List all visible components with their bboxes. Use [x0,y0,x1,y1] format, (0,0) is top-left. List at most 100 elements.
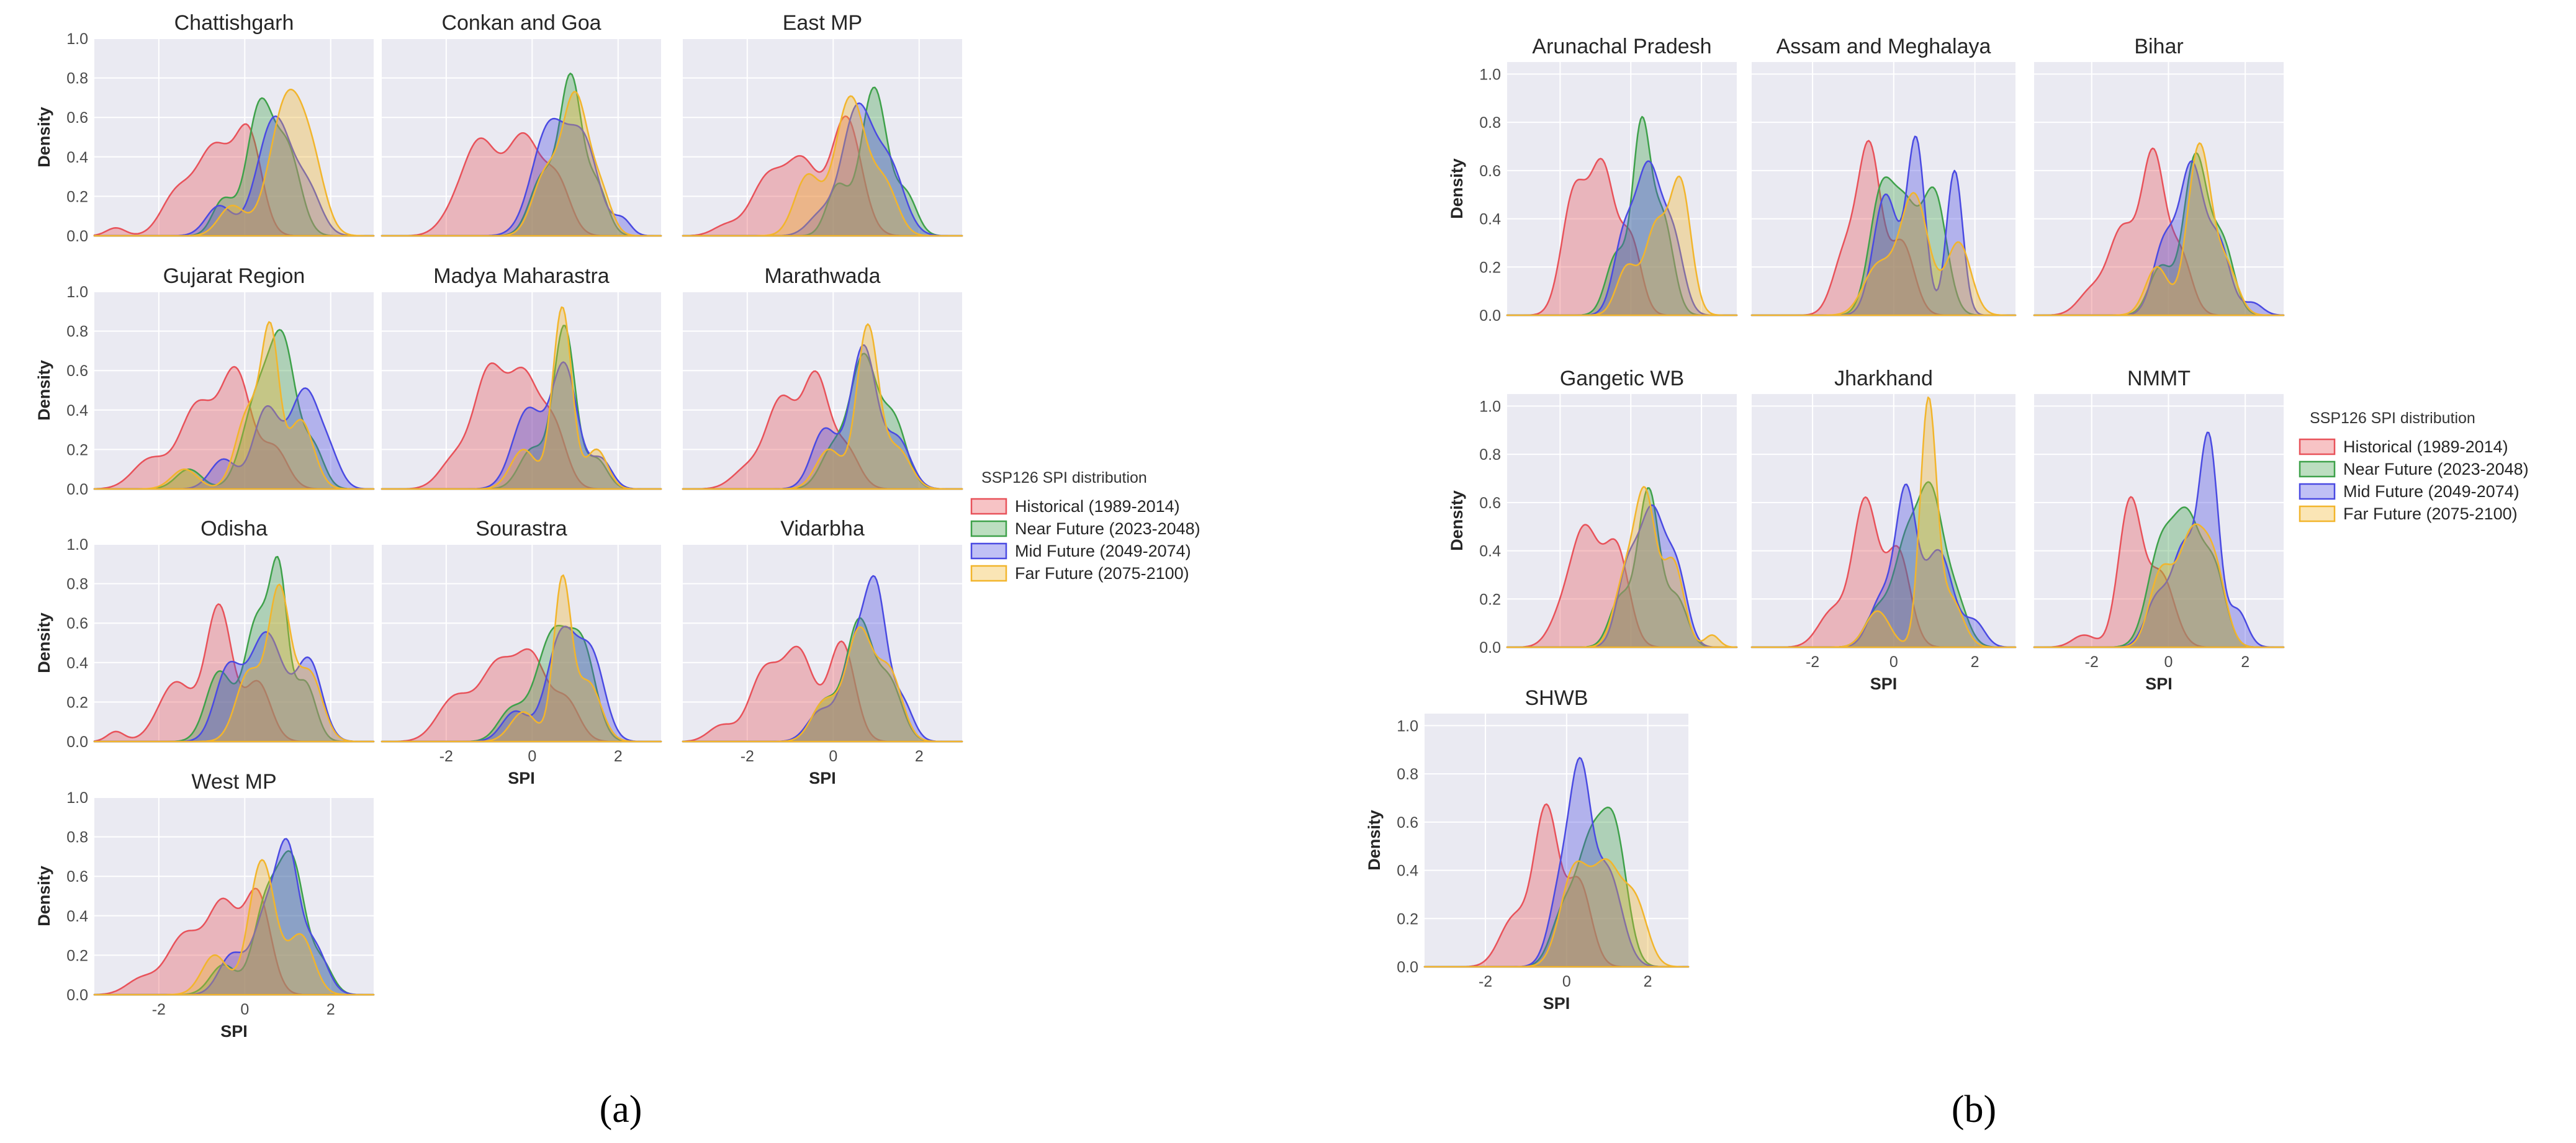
y-tick-label: 1.0 [66,284,88,301]
x-tick-label: 0 [528,748,536,765]
legend-swatch-mid-future-2049-2074 [970,542,1007,560]
y-tick-label: 0.2 [66,441,88,459]
y-tick-label: 0.2 [66,188,88,205]
panel-title: West MP [191,770,276,794]
y-tick-label: 0.8 [66,323,88,341]
y-tick-label: 0.2 [1397,910,1418,928]
x-tick-label: 2 [915,748,924,765]
density-area-far-future-2075-2100 [381,574,662,743]
y-tick-label: 0.8 [1397,766,1418,783]
y-tick-label: 0.2 [66,694,88,711]
panel-title: NMMT [2127,367,2191,390]
density-area-far-future-2075-2100 [1750,192,2017,316]
y-tick-label: 0.6 [66,109,88,127]
panel-gujarat-region: Gujarat Region 0.0 0.2 0.4 0.6 0.8 1.0 Density [35,264,375,498]
legend-swatch-near-future-2023-2048 [970,520,1007,537]
legend-label: Historical (1989-2014) [2343,437,2508,456]
y-tick-label: 0.0 [66,733,88,751]
x-axis-label: SPI [508,769,535,787]
density-area-far-future-2075-2100 [93,859,375,996]
legend-label: Historical (1989-2014) [1015,497,1180,516]
density-area-far-future-2075-2100 [93,583,375,743]
y-tick-label: 0.4 [66,655,88,672]
plot-background [94,292,374,489]
density-area-far-future-2075-2100 [682,626,963,743]
panel-vidarbha: Vidarbha -2 0 2 SPI [682,517,963,787]
density-area-far-future-2075-2100 [381,306,662,490]
x-tick-label: -2 [741,748,754,765]
legend-b: SSP126 SPI distribution Historical (1989-… [2299,410,2529,523]
x-tick-label: 2 [1644,973,1652,990]
y-axis-label: Density [35,360,53,421]
density-area-far-future-2075-2100 [1506,486,1738,648]
legend-title: SSP126 SPI distribution [2310,410,2475,427]
x-axis-label: SPI [220,1022,248,1041]
panel-title: Assam and Meghalaya [1777,35,1991,58]
panel-title: East MP [783,11,862,35]
panel-title: Bihar [2134,35,2183,58]
y-tick-label: 1.0 [1397,717,1418,735]
y-axis-label: Density [1365,810,1384,871]
y-tick-label: 0.0 [66,228,88,245]
x-axis-label: SPI [1870,675,1898,693]
y-tick-label: 0.2 [1479,591,1501,608]
y-tick-label: 0.4 [1397,863,1418,880]
panel-title: Marathwada [764,264,880,288]
y-tick-label: 0.4 [66,402,88,419]
panel-title: Gujarat Region [163,264,305,288]
panel-bihar: Bihar [2033,35,2285,316]
y-tick-label: 0.8 [66,70,88,87]
plot-background [382,38,661,236]
panel-title: Arunachal Pradesh [1532,35,1711,58]
legend-a: SSP126 SPI distribution Historical (1989-… [970,469,1200,583]
x-tick-label: 0 [2164,653,2173,671]
plot-background [2034,62,2284,315]
y-tick-label: 0.8 [66,829,88,846]
density-area-far-future-2075-2100 [93,88,375,237]
x-axis-label: SPI [809,769,836,787]
x-axis-label: SPI [1543,994,1570,1013]
legend-label: Far Future (2075-2100) [2343,504,2518,523]
y-axis-label: Density [35,107,53,168]
caption-b: (b) [1952,1088,1996,1131]
panel-jharkhand: Jharkhand -2 0 2 SPI [1750,367,2017,693]
x-tick-label: 2 [2241,653,2249,671]
panel-east-mp: East MP [682,11,963,237]
y-axis-label: Density [1448,158,1466,219]
y-axis-label: Density [35,612,53,673]
legend-label: Mid Future (2049-2074) [1015,542,1191,560]
y-tick-label: 0.4 [1479,211,1501,228]
density-area-far-future-2075-2100 [682,95,963,237]
density-area-far-future-2075-2100 [682,323,963,490]
y-tick-label: 0.6 [1479,163,1501,180]
legend-swatch-far-future-2075-2100 [2299,505,2336,522]
x-tick-label: 0 [1562,973,1571,990]
panel-title: Vidarbha [780,517,865,540]
x-tick-label: 2 [1971,653,1979,671]
plot-background [382,292,661,489]
x-tick-label: -2 [1806,653,1819,671]
y-tick-label: 0.0 [66,481,88,498]
y-tick-label: 0.4 [66,149,88,166]
density-area-far-future-2075-2100 [1423,858,1690,968]
x-tick-label: 2 [614,748,623,765]
panel-marathwada: Marathwada [682,264,963,490]
legend-swatch-historical-1989-2014 [970,498,1007,515]
panel-conkan-and-goa: Conkan and Goa [381,11,662,237]
plot-background [2034,394,2284,647]
x-tick-label: -2 [1479,973,1492,990]
y-tick-label: 0.0 [1479,307,1501,325]
density-area-far-future-2075-2100 [93,321,375,490]
legend-label: Mid Future (2049-2074) [2343,482,2520,501]
y-tick-label: 0.6 [66,615,88,632]
y-tick-label: 1.0 [66,30,88,48]
panel-odisha: Odisha 0.0 0.2 0.4 0.6 0.8 1.0 Density [35,517,375,751]
panel-title: Conkan and Goa [441,11,601,35]
plot-background [94,797,374,995]
density-area-far-future-2075-2100 [2033,142,2285,316]
y-tick-label: 0.8 [1479,114,1501,132]
chart-group-b: Arunachal Pradesh 0.0 0.2 0.4 0.6 0.8 1.0 Densi… [1365,35,2529,1013]
y-tick-label: 0.0 [1479,639,1501,657]
caption-a: (a) [600,1088,642,1131]
panel-title: Madya Maharastra [433,264,610,288]
